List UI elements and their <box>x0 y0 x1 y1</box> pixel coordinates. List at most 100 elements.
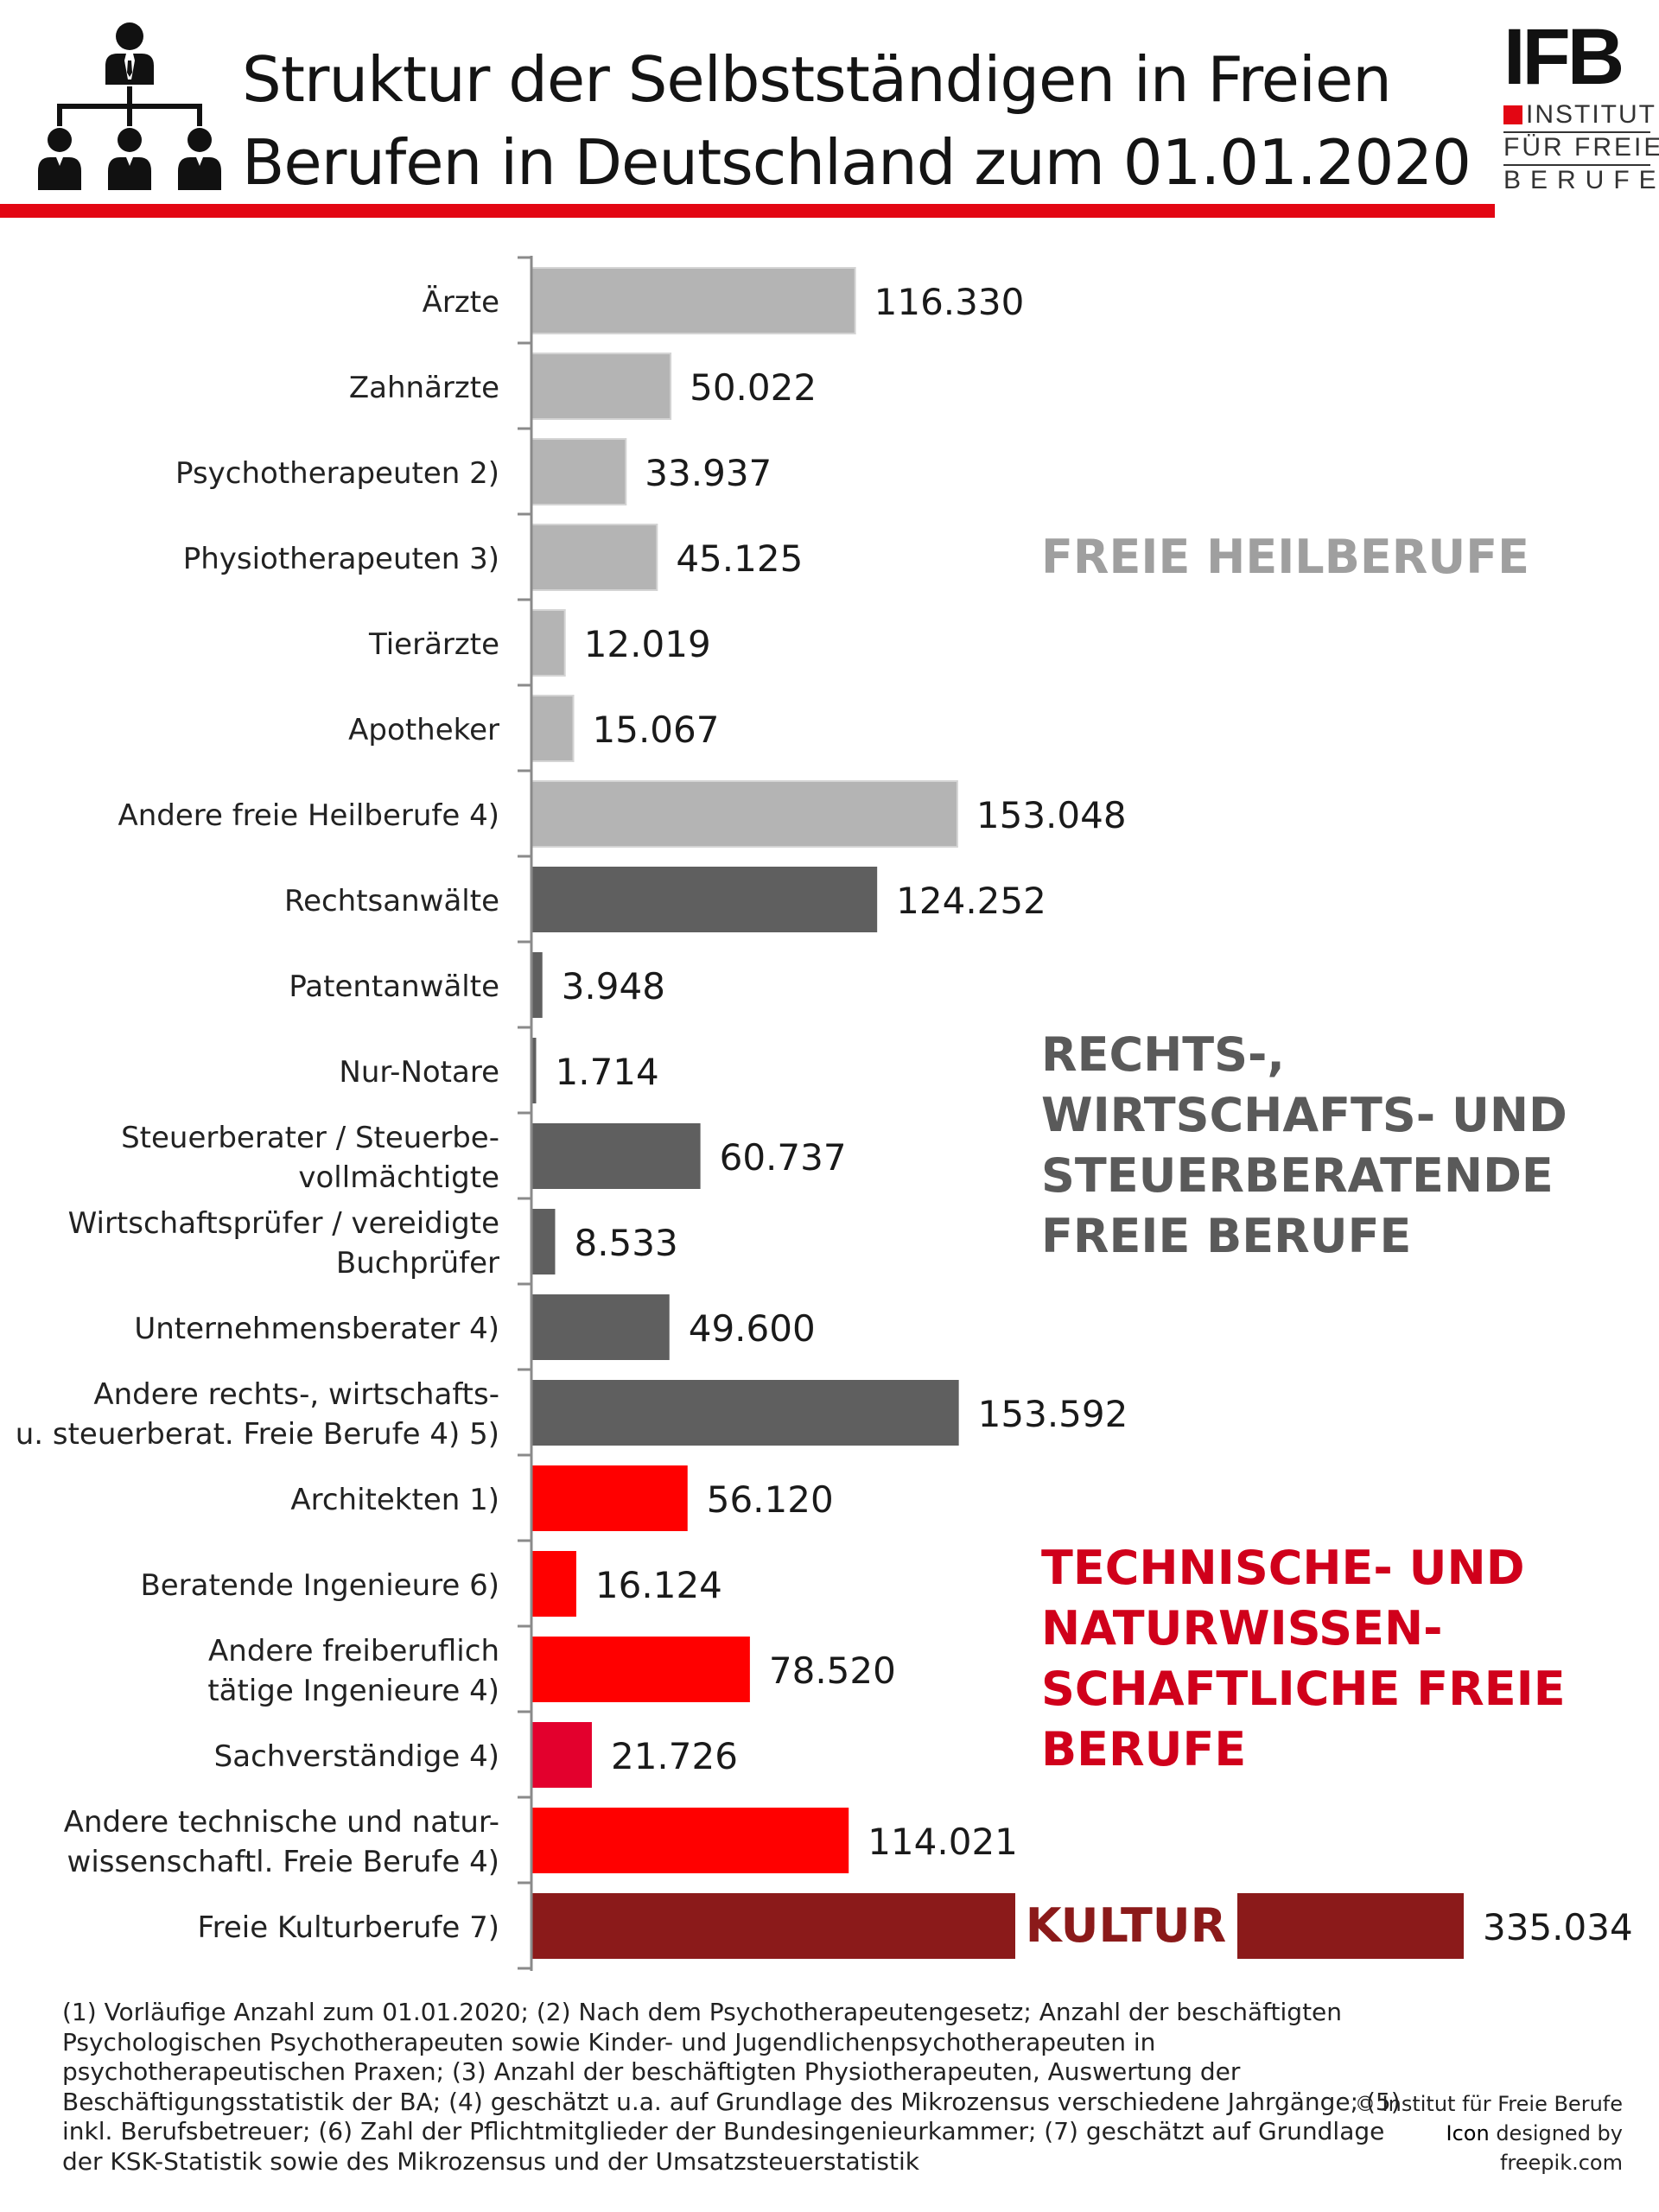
freepik-credit: freepik.com <box>1499 2151 1623 2175</box>
category-label: Sachverständige 4) <box>214 1739 499 1774</box>
value-label: 49.600 <box>689 1307 816 1350</box>
group-label: FREIE BERUFE <box>1041 1209 1411 1263</box>
category-label: wissenschaftl. Freie Berufe 4) <box>67 1845 499 1879</box>
logo-line-1: INSTITUT <box>1526 100 1656 129</box>
category-label: Psychotherapeuten 2) <box>175 456 499 491</box>
category-label: Unternehmensberater 4) <box>134 1312 499 1346</box>
category-label: Tierärzte <box>368 627 499 662</box>
ifb-logo: IFB INSTITUT FÜR FREIE BERUFE <box>1503 13 1659 207</box>
value-label: 21.726 <box>611 1735 738 1777</box>
logo-rule <box>1503 131 1650 133</box>
value-label: 335.034 <box>1483 1906 1633 1948</box>
category-label: Andere rechts-, wirtschafts- <box>93 1377 499 1412</box>
page-title: Struktur der Selbstständigen in Freien B… <box>242 38 1471 204</box>
logo-line-3: BERUFE <box>1503 166 1659 194</box>
category-label: Apotheker <box>348 713 499 747</box>
value-label: 153.048 <box>976 794 1127 836</box>
value-label: 60.737 <box>720 1136 847 1179</box>
category-label: Wirtschaftsprüfer / vereidigte <box>68 1206 499 1241</box>
category-label: Freie Kulturberufe 7) <box>198 1910 499 1945</box>
bar <box>531 353 672 420</box>
footnote-line: inkl. Berufsbetreuer; (6) Zahl der Pflic… <box>62 2117 1385 2145</box>
category-label: u. steuerberat. Freie Berufe 4) 5) <box>16 1417 499 1452</box>
title-line-2: Berufen in Deutschland zum 01.01.2020 <box>242 126 1471 199</box>
logo-line-2: FÜR FREIE <box>1503 133 1659 162</box>
group-label: WIRTSCHAFTS- UND <box>1041 1088 1567 1142</box>
value-label: 56.120 <box>707 1478 834 1521</box>
credits: © Institut für Freie Berufe Icon designe… <box>1348 2089 1623 2177</box>
bar <box>1237 1893 1465 1959</box>
group-label: BERUFE <box>1041 1722 1246 1777</box>
value-label: 45.125 <box>676 537 803 580</box>
bar <box>531 609 566 677</box>
icon-credit-word: Icon <box>1446 2121 1490 2145</box>
value-label: 78.520 <box>769 1649 896 1692</box>
category-label: Architekten 1) <box>290 1483 499 1517</box>
category-label: Andere technische und natur- <box>64 1805 499 1840</box>
category-label: Steuerberater / Steuerbe- <box>121 1121 499 1155</box>
bar <box>531 780 958 848</box>
group-label: FREIE HEILBERUFE <box>1041 530 1529 584</box>
bar <box>531 867 878 932</box>
value-label: 3.948 <box>562 965 665 1007</box>
value-label: 153.592 <box>978 1393 1128 1435</box>
category-label: Andere freiberuflich <box>208 1634 499 1669</box>
title-line-1: Struktur der Selbstständigen in Freien <box>242 43 1392 116</box>
bar <box>531 1209 556 1274</box>
category-label: Nur-Notare <box>339 1055 499 1090</box>
group-label: KULTUR <box>1026 1898 1226 1953</box>
value-label: 33.937 <box>645 452 772 494</box>
category-label: Andere freie Heilberufe 4) <box>118 798 499 833</box>
logo-red-square <box>1503 105 1522 124</box>
value-label: 15.067 <box>593 709 720 751</box>
bar <box>531 1893 1015 1959</box>
bar <box>531 1038 537 1103</box>
category-label: Rechtsanwälte <box>284 884 499 918</box>
category-label: tätige Ingenieure 4) <box>207 1674 499 1708</box>
bar <box>531 1380 959 1446</box>
value-label: 124.252 <box>896 880 1046 922</box>
footnote-line: Beschäftigungsstatistik der BA; (4) gesc… <box>62 2087 1401 2116</box>
category-label: vollmächtigte <box>298 1160 499 1195</box>
bar <box>531 1294 670 1360</box>
group-label: STEUERBERATENDE <box>1041 1148 1554 1203</box>
category-label: Zahnärzte <box>349 371 499 405</box>
category-label: Beratende Ingenieure 6) <box>140 1568 499 1603</box>
category-label: Buchprüfer <box>336 1246 499 1281</box>
bar <box>531 524 658 591</box>
bar <box>531 1551 576 1617</box>
bar <box>531 952 543 1018</box>
designed-by-text: designed by <box>1496 2121 1623 2145</box>
category-label: Patentanwälte <box>289 969 499 1004</box>
value-label: 116.330 <box>874 281 1025 323</box>
category-label: Ärzte <box>423 285 499 320</box>
value-label: 1.714 <box>556 1051 659 1093</box>
group-label: TECHNISCHE- UND <box>1041 1541 1525 1595</box>
logo-mark: IFB <box>1503 13 1624 101</box>
bar <box>531 1808 849 1873</box>
value-label: 16.124 <box>595 1564 722 1606</box>
bar <box>531 695 575 762</box>
value-label: 50.022 <box>690 366 817 409</box>
bar <box>531 267 856 334</box>
value-label: 8.533 <box>574 1222 677 1264</box>
category-label: Physiotherapeuten 3) <box>183 542 499 576</box>
bar <box>531 1637 750 1702</box>
group-label: NATURWISSEN- <box>1041 1601 1443 1656</box>
bar <box>531 438 627 505</box>
footnotes: (1) Vorläufige Anzahl zum 01.01.2020; (2… <box>62 1998 1401 2177</box>
group-label: RECHTS-, <box>1041 1027 1285 1082</box>
copyright-text: © Institut für Freie Berufe <box>1354 2092 1623 2116</box>
footnote-line: Psychologischen Psychotherapeuten sowie … <box>62 2027 1156 2056</box>
org-chart-icon <box>38 22 221 190</box>
group-label: SCHAFTLICHE FREIE <box>1041 1662 1566 1716</box>
bar-chart: 116.330 Ärzte 50.022 Zahnärzte 33.937 Psychot… <box>16 256 1633 1971</box>
footnote-line: psychotherapeutischen Praxen; (3) Anzahl… <box>62 2057 1241 2086</box>
header-divider <box>0 204 1495 218</box>
bar <box>531 1722 592 1788</box>
bar <box>531 1123 701 1189</box>
footnote-line: der KSK-Statistik sowie des Mikrozensus … <box>62 2146 919 2176</box>
logo-rule <box>1503 164 1650 166</box>
value-label: 114.021 <box>868 1821 1018 1863</box>
value-label: 12.019 <box>584 623 711 665</box>
